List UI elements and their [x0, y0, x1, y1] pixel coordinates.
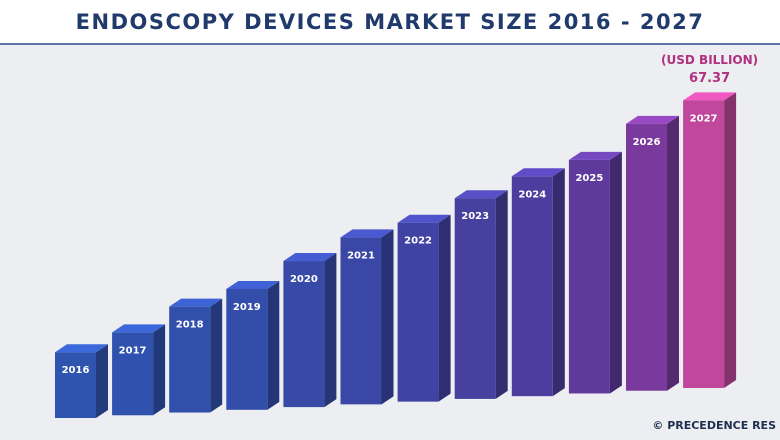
category-label: 2020	[290, 274, 318, 285]
bar-side	[96, 344, 108, 418]
bar	[55, 344, 108, 418]
category-label: 2025	[575, 173, 603, 184]
title-band	[0, 0, 780, 44]
bar-side	[210, 298, 223, 413]
bar-top	[454, 190, 508, 199]
bar-top	[397, 214, 451, 223]
bar-side	[381, 229, 394, 405]
category-label: 2017	[119, 345, 147, 356]
category-label: 2027	[690, 113, 718, 124]
bar-front	[683, 100, 725, 388]
bar-side	[667, 115, 679, 391]
category-label: 2022	[404, 236, 432, 247]
bar-front	[340, 237, 382, 405]
bar-front	[568, 159, 610, 394]
bar	[169, 298, 223, 413]
bar-top	[568, 151, 622, 160]
bar-top	[169, 298, 223, 307]
bar-front	[226, 288, 268, 410]
bar-front	[283, 261, 325, 408]
bar-front	[55, 352, 96, 418]
bar	[397, 214, 451, 402]
bar-side	[495, 190, 508, 399]
bar-side	[324, 253, 337, 408]
bar-side	[609, 151, 622, 394]
bar-side	[153, 324, 166, 416]
bar-top	[626, 115, 679, 124]
category-label: 2026	[633, 137, 661, 148]
bar-top	[55, 344, 108, 353]
bar	[283, 253, 337, 408]
category-label: 2024	[518, 189, 546, 200]
bar-side	[552, 168, 565, 397]
credit: © PRECEDENCE RES	[652, 419, 776, 432]
bar	[626, 115, 679, 391]
bar-side	[438, 214, 451, 402]
bar-top	[340, 229, 394, 238]
bar	[568, 151, 622, 394]
bar-top	[226, 280, 280, 289]
bar-front	[511, 176, 553, 397]
bar	[683, 92, 737, 388]
category-label: 2018	[176, 320, 204, 331]
bar-front	[454, 198, 496, 399]
bar-front	[626, 123, 667, 391]
bar-side	[267, 280, 280, 410]
bar-top	[283, 253, 337, 262]
bar-front	[397, 222, 439, 402]
bar	[226, 280, 280, 410]
bar-top	[511, 168, 565, 177]
category-label: 2023	[461, 211, 489, 222]
unit-label: (USD BILLION)	[661, 53, 758, 67]
category-label: 2016	[62, 365, 90, 376]
bar-front	[169, 306, 211, 413]
value-label: 67.37	[689, 71, 730, 86]
bar-top	[112, 324, 166, 333]
bar	[454, 190, 508, 399]
bar-top	[683, 92, 737, 101]
chart-title: ENDOSCOPY DEVICES MARKET SIZE 2016 - 202…	[76, 10, 705, 34]
bar	[340, 229, 394, 405]
category-label: 2019	[233, 302, 261, 313]
bar	[511, 168, 565, 397]
bar-front	[112, 332, 154, 416]
bar-side	[724, 92, 737, 388]
category-label: 2021	[347, 250, 375, 261]
bar	[112, 324, 166, 416]
